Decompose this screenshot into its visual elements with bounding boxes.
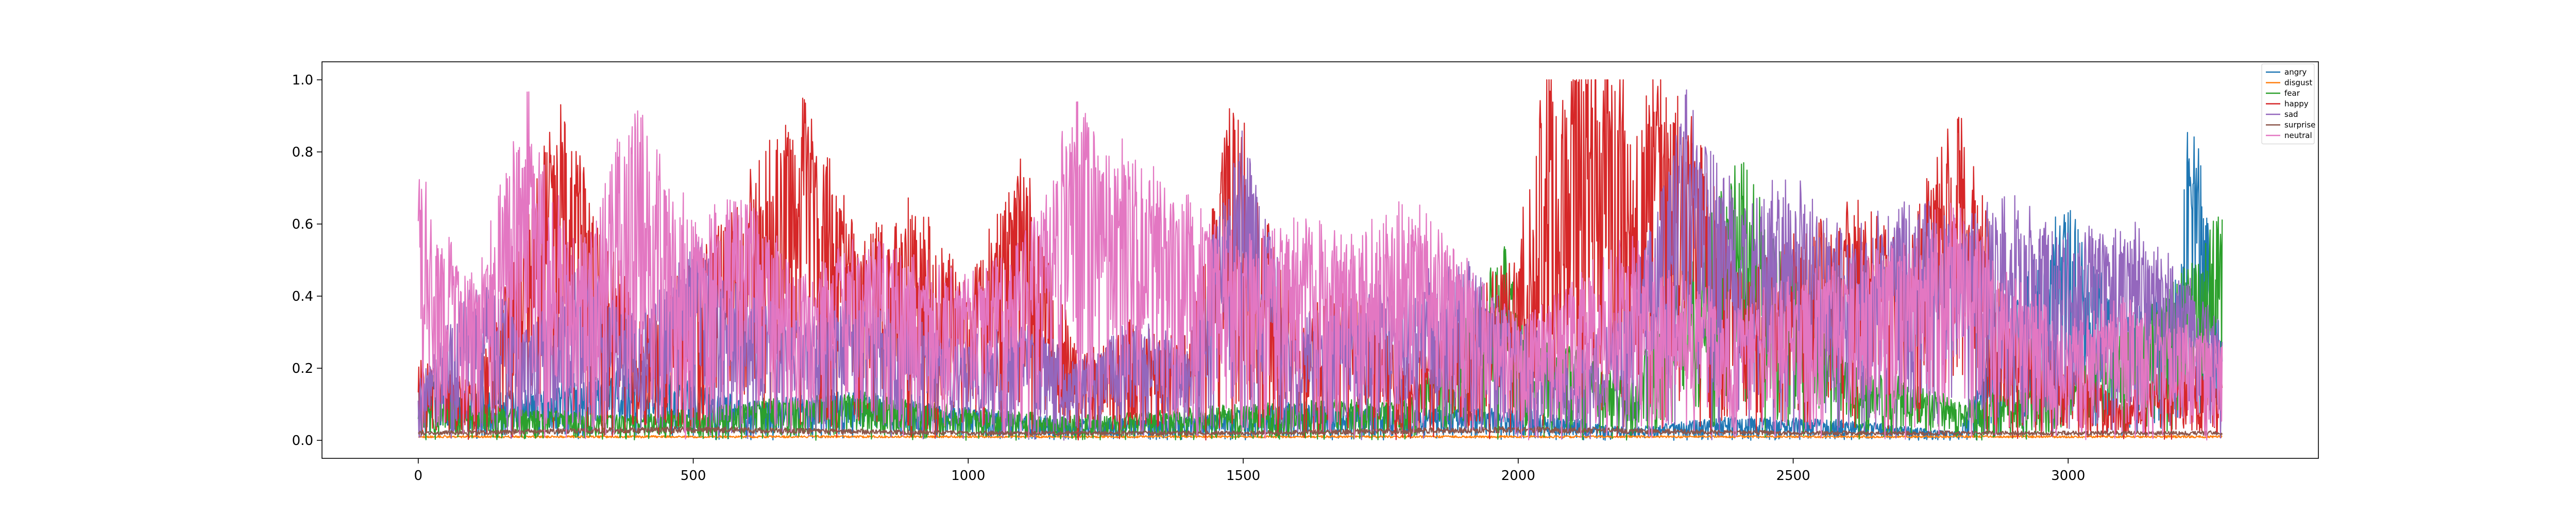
legend-label-surprise: surprise — [2284, 121, 2315, 130]
y-tick-label: 1.0 — [292, 73, 313, 88]
series-line-neutral — [417, 91, 2223, 441]
axes-group: 0 500 1000 1500 2000 2500 3000 0.0 0.2 0.4 0.6 0.8 1… — [292, 61, 2319, 484]
legend-label-angry: angry — [2284, 67, 2307, 77]
axes-frame — [321, 61, 2319, 459]
series-lines-group — [417, 79, 2223, 441]
x-tick-label: 1000 — [951, 468, 985, 484]
legend-label-neutral: neutral — [2284, 131, 2312, 140]
y-tick-label: 0.6 — [292, 217, 313, 232]
y-tick-label: 0.2 — [292, 361, 313, 376]
x-tick-label: 2500 — [1776, 468, 1810, 484]
legend-label-fear: fear — [2284, 89, 2300, 98]
series-line-surprise — [418, 426, 2223, 436]
x-tick-label: 1500 — [1226, 468, 1260, 484]
x-tick-label: 500 — [681, 468, 706, 484]
legend-label-sad: sad — [2284, 110, 2298, 119]
y-tick-label: 0.4 — [292, 289, 313, 304]
y-tick-label: 0.8 — [292, 145, 313, 160]
x-tick-label: 0 — [414, 468, 423, 484]
y-tick-label: 0.0 — [292, 433, 313, 449]
legend-box — [2261, 63, 2315, 144]
legend-label-happy: happy — [2284, 99, 2309, 109]
x-tick-label: 2000 — [1501, 468, 1535, 484]
x-tick-label: 3000 — [2051, 468, 2085, 484]
legend-label-disgust: disgust — [2284, 78, 2312, 88]
